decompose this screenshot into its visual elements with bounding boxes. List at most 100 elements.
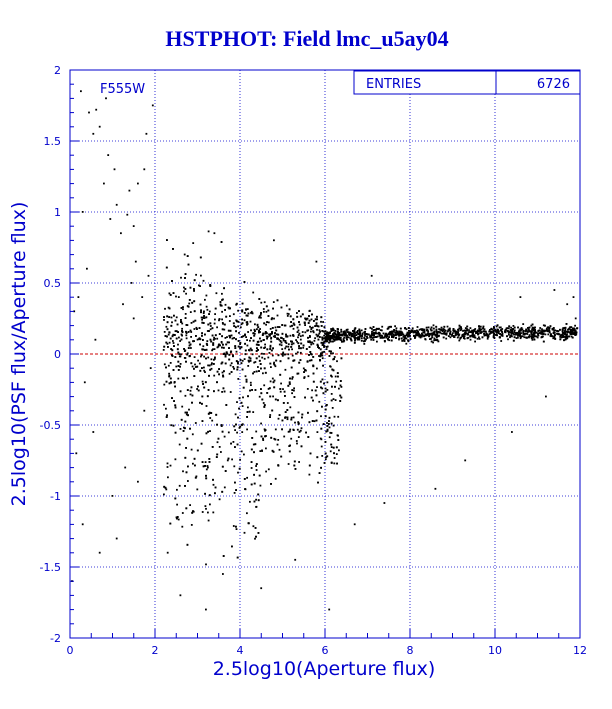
scatter-point (458, 339, 461, 342)
scatter-point (98, 551, 101, 554)
scatter-point (434, 339, 437, 341)
scatter-point (273, 239, 275, 242)
scatter-point (438, 328, 440, 330)
scatter-point (179, 355, 182, 358)
scatter-point (396, 333, 399, 335)
scatter-point (329, 338, 332, 340)
scatter-point (130, 282, 133, 284)
scatter-point (237, 325, 239, 328)
scatter-point (173, 381, 176, 383)
scatter-point (408, 332, 410, 334)
scatter-point (573, 328, 576, 331)
scatter-point (429, 338, 431, 340)
scatter-point (399, 332, 402, 335)
scatter-point (250, 312, 252, 314)
scatter-point (214, 313, 216, 315)
scatter-point (180, 321, 182, 323)
scatter-point (222, 555, 225, 557)
scatter-point (273, 437, 276, 440)
scatter-point (331, 407, 334, 409)
scatter-point (176, 517, 178, 520)
scatter-point (201, 461, 204, 463)
scatter-point (248, 349, 251, 352)
scatter-point (390, 333, 392, 336)
scatter-point (201, 332, 203, 335)
scatter-point (339, 347, 341, 349)
scatter-point (365, 338, 367, 341)
scatter-point (165, 325, 168, 328)
scatter-point (446, 330, 449, 333)
scatter-point (231, 545, 233, 548)
scatter-point (254, 389, 257, 391)
scatter-point (332, 329, 335, 332)
scatter-point (542, 340, 545, 343)
scatter-point (202, 312, 205, 315)
stats-box-frame (353, 70, 581, 95)
scatter-point (431, 334, 434, 337)
scatter-point (196, 338, 199, 341)
scatter-point (223, 435, 226, 438)
scatter-point (192, 242, 195, 244)
scatter-point (225, 315, 228, 318)
scatter-point (212, 342, 215, 345)
scatter-point (331, 336, 334, 339)
scatter-point (371, 332, 373, 335)
scatter-point (233, 492, 236, 494)
scatter-point (330, 443, 333, 446)
scatter-point (178, 443, 181, 446)
scatter-point (206, 330, 209, 332)
scatter-point (332, 446, 335, 449)
scatter-point (392, 336, 395, 339)
scatter-point (283, 390, 286, 393)
scatter-point (132, 225, 135, 227)
scatter-point (288, 383, 291, 385)
scatter-point (321, 357, 324, 360)
scatter-point (304, 317, 307, 320)
scatter-point (183, 426, 185, 429)
scatter-point (518, 329, 521, 332)
scatter-point (370, 338, 373, 341)
scatter-point (353, 331, 356, 334)
scatter-point (180, 307, 183, 309)
scatter-point (166, 239, 168, 241)
scatter-point (567, 331, 570, 333)
scatter-point (324, 387, 327, 390)
scatter-point (185, 324, 188, 326)
scatter-point (411, 327, 414, 330)
scatter-point (522, 333, 525, 335)
scatter-point (185, 507, 188, 510)
scatter-point (194, 476, 197, 479)
scatter-point (398, 334, 401, 337)
scatter-point (568, 335, 571, 338)
scatter-point (218, 318, 221, 320)
scatter-point (204, 505, 207, 507)
scatter-point (238, 397, 241, 400)
scatter-point (286, 402, 289, 404)
scatter-point (273, 362, 275, 365)
scatter-point (214, 492, 216, 495)
scatter-point (383, 502, 386, 504)
scatter-point (180, 338, 183, 341)
scatter-point (554, 338, 557, 340)
scatter-point (177, 296, 180, 298)
scatter-point (321, 344, 324, 346)
scatter-point (257, 532, 260, 534)
scatter-point (472, 335, 475, 338)
scatter-point (269, 348, 272, 350)
scatter-point (190, 524, 193, 526)
scatter-point (295, 339, 297, 341)
scatter-point (435, 325, 438, 328)
scatter-point (374, 336, 377, 338)
scatter-point (513, 333, 515, 336)
scatter-point (369, 336, 372, 339)
scatter-point (339, 394, 342, 397)
scatter-point (201, 348, 204, 351)
scatter-point (403, 338, 405, 341)
scatter-point (226, 341, 229, 344)
scatter-point (316, 328, 318, 331)
scatter-point (251, 389, 253, 391)
scatter-point (544, 324, 546, 327)
scatter-point (414, 336, 417, 338)
scatter-point (299, 351, 302, 354)
